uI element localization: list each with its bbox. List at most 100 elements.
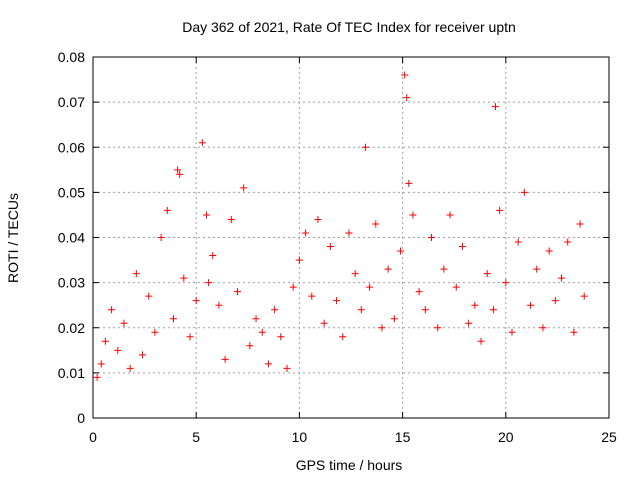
x-axis-ticks: 0 5 10 15 20 25 xyxy=(89,57,617,445)
data-point xyxy=(415,288,423,296)
data-point xyxy=(345,229,353,237)
y-tick-label: 0.06 xyxy=(58,139,85,155)
grid xyxy=(93,57,609,418)
plot-frame xyxy=(92,56,610,419)
data-point xyxy=(551,297,559,305)
x-tick-label: 25 xyxy=(601,429,617,445)
data-point xyxy=(446,211,454,219)
data-point xyxy=(264,360,272,368)
data-point xyxy=(320,319,328,327)
data-point xyxy=(440,265,448,273)
y-axis-label: ROTI / TECUs xyxy=(5,193,21,283)
y-tick-label: 0.05 xyxy=(58,184,85,200)
data-point xyxy=(477,337,485,345)
data-point xyxy=(186,333,194,341)
data-point xyxy=(491,103,499,111)
data-point xyxy=(252,315,260,323)
data-point xyxy=(271,306,279,314)
data-point xyxy=(508,328,516,336)
data-point xyxy=(378,324,386,332)
data-point xyxy=(351,270,359,278)
x-tick-label: 10 xyxy=(292,429,308,445)
data-point xyxy=(564,238,572,246)
data-point xyxy=(483,270,491,278)
data-point xyxy=(527,301,535,309)
data-point xyxy=(295,256,303,264)
data-point xyxy=(302,229,310,237)
data-point xyxy=(108,306,116,314)
data-point xyxy=(357,306,365,314)
data-point xyxy=(163,206,171,214)
data-point xyxy=(502,279,510,287)
data-point xyxy=(132,270,140,278)
data-point xyxy=(120,319,128,327)
data-point xyxy=(221,355,229,363)
data-point xyxy=(489,306,497,314)
data-point xyxy=(240,184,248,192)
data-point xyxy=(390,315,398,323)
data-point xyxy=(283,364,291,372)
data-point xyxy=(434,324,442,332)
data-point xyxy=(151,328,159,336)
data-point xyxy=(258,328,266,336)
data-point xyxy=(405,179,413,187)
x-axis-label: GPS time / hours xyxy=(296,457,403,473)
data-point xyxy=(496,206,504,214)
data-point xyxy=(401,71,409,79)
data-point xyxy=(326,243,334,251)
data-point xyxy=(139,351,147,359)
y-tick-label: 0.01 xyxy=(58,365,85,381)
data-point xyxy=(233,288,241,296)
data-point xyxy=(514,238,522,246)
y-tick-label: 0.03 xyxy=(58,275,85,291)
data-point xyxy=(126,364,134,372)
y-axis-ticks: 0 0.01 0.02 0.03 0.04 0.05 0.06 0.07 0.08 xyxy=(58,49,609,426)
x-tick-label: 0 xyxy=(89,429,97,445)
data-point xyxy=(533,265,541,273)
data-point xyxy=(372,220,380,228)
data-point xyxy=(333,297,341,305)
data-point xyxy=(452,283,460,291)
data-point xyxy=(157,234,165,241)
data-point xyxy=(366,283,374,291)
y-tick-label: 0.04 xyxy=(58,230,85,246)
data-point xyxy=(176,170,184,178)
data-point xyxy=(409,211,417,219)
data-point xyxy=(209,252,217,260)
y-tick-label: 0.02 xyxy=(58,320,85,336)
data-point xyxy=(471,301,479,309)
data-point xyxy=(277,333,285,341)
data-point xyxy=(403,94,411,102)
data-point xyxy=(570,328,578,336)
data-point xyxy=(97,360,105,368)
data-point xyxy=(421,306,429,314)
data-point xyxy=(192,297,200,305)
data-point xyxy=(101,337,109,345)
data-point xyxy=(205,279,213,287)
y-tick-label: 0 xyxy=(77,410,85,426)
data-point xyxy=(558,274,566,282)
data-point xyxy=(227,215,235,223)
data-point xyxy=(427,234,435,241)
data-point xyxy=(169,315,177,323)
data-point xyxy=(520,188,528,196)
data-point xyxy=(145,292,153,300)
data-point xyxy=(384,265,392,273)
data-point xyxy=(545,247,553,255)
data-point xyxy=(180,274,188,282)
data-point xyxy=(580,292,588,300)
data-point xyxy=(458,243,466,251)
chart-title: Day 362 of 2021, Rate Of TEC Index for r… xyxy=(182,19,516,35)
data-point xyxy=(93,373,101,381)
data-point xyxy=(246,342,254,350)
data-point xyxy=(465,319,473,327)
data-point xyxy=(114,346,122,354)
data-points xyxy=(93,71,588,381)
y-tick-label: 0.07 xyxy=(58,94,85,110)
y-tick-label: 0.08 xyxy=(58,49,85,65)
data-point xyxy=(314,215,322,223)
data-point xyxy=(539,324,547,332)
x-tick-label: 5 xyxy=(192,429,200,445)
data-point xyxy=(289,283,297,291)
